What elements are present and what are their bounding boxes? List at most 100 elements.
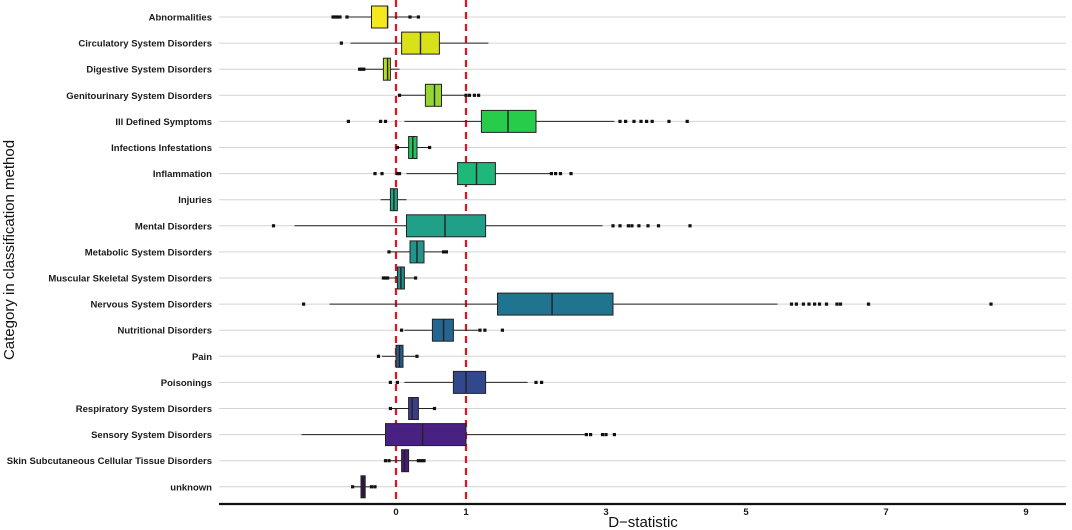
category-label: Abnormalities	[149, 13, 212, 24]
outlier-point	[380, 172, 384, 176]
x-tick-label: 0	[393, 507, 398, 518]
outlier-point	[422, 459, 426, 463]
category-label: Respiratory System Disorders	[76, 404, 212, 415]
outlier-point	[569, 172, 573, 176]
outlier-point	[838, 302, 843, 306]
box	[480, 109, 537, 133]
boxplot-digestive-system-disorders	[358, 57, 400, 81]
boxplot-genitourinary-system-disorders	[397, 83, 481, 107]
outlier-point	[650, 119, 654, 123]
outlier-point	[388, 406, 392, 411]
outlier-point	[656, 224, 661, 228]
x-tick-label: 1	[463, 507, 469, 518]
outlier-point	[624, 119, 628, 123]
outlier-point	[534, 380, 538, 384]
category-label: Ill Defined Symptoms	[115, 117, 212, 128]
x-axis-title: D−statistic	[608, 514, 678, 530]
boxplot-inflammation	[373, 162, 573, 186]
outlier-point	[611, 224, 615, 228]
outlier-point	[416, 459, 420, 463]
outlier-point	[989, 302, 993, 306]
outlier-point	[397, 172, 402, 176]
y-axis-title: Category in classification method	[1, 140, 18, 360]
outlier-point	[549, 172, 553, 176]
x-tick-label: 7	[883, 507, 888, 518]
boxplot-mental-disorders	[271, 214, 692, 238]
outlier-point	[416, 15, 420, 19]
category-label: Poisonings	[161, 378, 212, 389]
box	[424, 83, 442, 107]
boxplot-abnormalities	[331, 5, 420, 29]
outlier-point	[333, 15, 337, 19]
outlier-point	[381, 276, 385, 280]
box	[385, 423, 467, 447]
outlier-point	[444, 250, 448, 254]
x-tick-label: 3	[603, 507, 608, 518]
category-label: Skin Subcutaneous Cellular Tissue Disord…	[7, 456, 212, 467]
outlier-point	[351, 485, 355, 489]
boxplots	[271, 5, 993, 499]
outlier-point	[630, 224, 634, 228]
outlier-point	[335, 15, 339, 19]
outlier-point	[685, 119, 689, 123]
outlier-point	[387, 459, 391, 463]
category-label: unknown	[170, 482, 212, 493]
outlier-point	[338, 15, 342, 19]
boxplot-sensory-system-disorders	[301, 423, 616, 447]
outlier-point	[414, 276, 418, 280]
outlier-point	[386, 276, 390, 280]
x-axis: 0 1 3 5 7 9	[219, 502, 1066, 518]
boxplot-muscular-skeletal-system-disorders	[381, 266, 418, 290]
outlier-point	[483, 328, 487, 332]
boxplot-pain	[376, 344, 419, 368]
boxplot-circulatory-system-disorders	[339, 31, 489, 55]
category-label: Nervous System Disorders	[91, 300, 212, 311]
outlier-point	[618, 119, 622, 123]
outlier-point	[558, 172, 563, 176]
box	[452, 370, 487, 394]
outlier-point	[395, 145, 399, 150]
outlier-point	[604, 433, 608, 437]
outlier-point	[824, 302, 829, 306]
boxplot-nutritional-disorders	[400, 318, 504, 342]
outlier-point	[331, 15, 335, 19]
outlier-point	[646, 224, 650, 228]
outlier-point	[801, 302, 805, 306]
category-label: Inflammation	[153, 169, 212, 180]
outlier-point	[464, 93, 468, 97]
outlier-point	[373, 485, 377, 489]
boxplot-poisonings	[388, 370, 544, 394]
outlier-point	[373, 172, 377, 176]
outlier-point	[478, 328, 482, 332]
outlier-point	[383, 459, 388, 463]
outlier-point	[645, 119, 649, 123]
outlier-point	[379, 119, 383, 123]
outlier-point	[383, 276, 388, 280]
outlier-point	[408, 15, 412, 19]
outlier-point	[618, 224, 622, 228]
outlier-point	[395, 172, 399, 176]
outlier-point	[554, 172, 558, 176]
outlier-point	[794, 302, 798, 306]
outlier-point	[639, 119, 643, 123]
outlier-point	[817, 302, 822, 306]
outlier-point	[362, 67, 366, 71]
outlier-point	[400, 328, 404, 332]
category-label: Injuries	[178, 195, 212, 206]
boxplot-nervous-system-disorders	[302, 292, 993, 316]
outlier-point	[432, 406, 437, 411]
category-label: Nutritional Disorders	[118, 326, 213, 337]
outlier-point	[813, 302, 817, 306]
outlier-point	[397, 93, 402, 97]
outlier-point	[632, 119, 636, 123]
outlier-point	[667, 119, 671, 123]
outlier-point	[637, 224, 641, 228]
x-tick-label: 9	[1023, 507, 1028, 518]
outlier-point	[339, 41, 343, 45]
x-tick-label: 5	[743, 507, 749, 518]
outlier-point	[589, 433, 593, 437]
boxplot-injuries	[380, 188, 407, 212]
category-label: Digestive System Disorders	[86, 65, 212, 76]
outlier-point	[345, 15, 349, 19]
